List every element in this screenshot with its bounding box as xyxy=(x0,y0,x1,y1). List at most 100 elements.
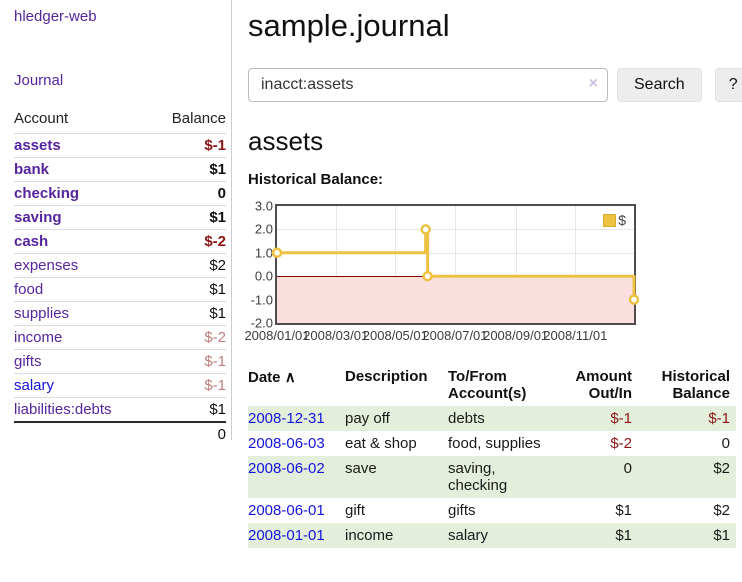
account-link[interactable]: gifts xyxy=(14,353,42,370)
account-link[interactable]: assets xyxy=(14,137,61,154)
transaction-date-link[interactable]: 2008-01-01 xyxy=(248,527,325,544)
v-gridline xyxy=(395,206,397,323)
app-title-link[interactable]: hledger-web xyxy=(14,8,97,25)
x-tick-label: 2008/03/01 xyxy=(303,328,369,343)
account-link[interactable]: checking xyxy=(14,185,80,202)
register-accounts-cell: saving, checking xyxy=(448,460,508,494)
transaction-date-link[interactable]: 2008-06-01 xyxy=(248,502,325,519)
account-row: bank $1 xyxy=(14,157,226,182)
account-balance: $-2 xyxy=(150,229,226,254)
register-balance-cell: $-1 xyxy=(708,410,730,427)
account-link[interactable]: supplies xyxy=(14,305,70,322)
register-balance-cell: 0 xyxy=(721,435,730,452)
account-row: assets $-1 xyxy=(14,134,226,158)
x-tick-label: 2008/09/01 xyxy=(483,328,549,343)
account-name-cell: bank xyxy=(14,157,151,182)
register-balance-cell: $1 xyxy=(713,527,730,544)
account-name-cell: supplies xyxy=(14,301,151,326)
register-header-description: Description xyxy=(345,368,428,385)
negative-region xyxy=(277,276,634,323)
account-link[interactable]: expenses xyxy=(14,257,79,274)
register-balance-cell: $2 xyxy=(713,460,730,477)
register-header-balance: Historical Balance xyxy=(661,368,730,402)
transaction-date-link[interactable]: 2008-06-02 xyxy=(248,460,325,477)
account-link[interactable]: saving xyxy=(14,209,62,226)
chart-legend: $ xyxy=(602,212,627,228)
account-row: checking 0 xyxy=(14,181,226,206)
account-balance: $1 xyxy=(150,205,226,230)
account-name-cell: food xyxy=(14,277,151,302)
account-link[interactable]: bank xyxy=(14,161,50,178)
register-header-date[interactable]: Date ∧ xyxy=(248,369,296,386)
sort-ascending-icon: ∧ xyxy=(284,369,296,386)
y-tick-label: 2.0 xyxy=(254,221,273,237)
account-link[interactable]: income xyxy=(14,329,63,346)
accounts-header-balance: Balance xyxy=(150,108,226,134)
sidebar-item-journal[interactable]: Journal xyxy=(14,72,64,89)
account-balance: $-2 xyxy=(150,325,226,350)
account-balance: $-1 xyxy=(204,137,226,154)
register-description-cell: save xyxy=(345,460,377,477)
account-name-cell: checking xyxy=(14,181,151,206)
y-tick-label: 0.0 xyxy=(254,268,273,284)
register-table: Date ∧ Description To/From Account(s) Am… xyxy=(248,366,736,548)
account-balance: $-1 xyxy=(150,349,226,374)
account-link[interactable]: liabilities:debts xyxy=(14,401,112,418)
register-amount-cell: 0 xyxy=(623,460,632,477)
register-header-amount: Amount Out/In xyxy=(575,368,632,402)
account-row: saving $1 xyxy=(14,205,226,230)
accounts-total-value: 0 xyxy=(14,421,226,446)
search-form: × Search ? xyxy=(248,68,742,102)
register-amount-cell: $-2 xyxy=(610,435,632,452)
account-link[interactable]: cash xyxy=(14,233,49,250)
transaction-date-link[interactable]: 2008-12-31 xyxy=(248,410,325,427)
account-name-cell: gifts xyxy=(14,349,151,374)
account-link[interactable]: food xyxy=(14,281,44,298)
account-row: liabilities:debts $1 xyxy=(14,397,226,422)
register-accounts-cell: food, supplies xyxy=(448,435,541,452)
transaction-date-link[interactable]: 2008-06-03 xyxy=(248,435,325,452)
historical-balance-chart: 3.0 2.0 1.0 0.0 -1.0 -2.0 $ 2008/01/01 2008/03… xyxy=(244,198,728,346)
account-name-cell: cash xyxy=(14,229,151,254)
v-gridline xyxy=(515,206,517,323)
register-description-cell: eat & shop xyxy=(345,435,417,452)
y-tick-label: -1.0 xyxy=(250,292,273,308)
register-header-row: Date ∧ Description To/From Account(s) Am… xyxy=(248,366,736,406)
h-gridline xyxy=(277,229,634,231)
help-button[interactable]: ? xyxy=(714,68,742,102)
register-accounts-cell: debts xyxy=(448,410,485,427)
account-row: supplies $1 xyxy=(14,301,226,326)
account-balance: $1 xyxy=(150,301,226,326)
y-tick-label: 3.0 xyxy=(254,198,273,214)
account-name-cell: salary xyxy=(14,373,151,398)
v-gridline xyxy=(335,206,337,323)
account-link[interactable]: salary xyxy=(14,377,55,394)
accounts-total-row: 0 xyxy=(14,421,226,446)
register-date-cell: 2008-06-02 xyxy=(248,456,345,498)
clear-search-icon[interactable]: × xyxy=(588,75,598,92)
register-date-cell: 2008-06-01 xyxy=(248,498,345,523)
register-header-accounts: To/From Account(s) xyxy=(448,368,527,402)
register-accounts-cell: gifts xyxy=(448,502,476,519)
register-row: 2008-06-03 eat & shop food, supplies $-2… xyxy=(248,431,736,456)
account-balance: $1 xyxy=(150,397,226,422)
search-input[interactable] xyxy=(248,68,608,102)
account-name-cell: liabilities:debts xyxy=(14,397,151,422)
account-row: expenses $2 xyxy=(14,253,226,278)
register-row: 2008-06-02 save saving, checking 0 $2 xyxy=(248,456,736,498)
register-date-cell: 2008-06-03 xyxy=(248,431,345,456)
account-row: gifts $-1 xyxy=(14,349,226,374)
account-row: food $1 xyxy=(14,277,226,302)
register-amount-cell: $-1 xyxy=(610,410,632,427)
account-row: cash $-2 xyxy=(14,229,226,254)
y-tick-label: -2.0 xyxy=(250,315,273,331)
y-tick-label: 1.0 xyxy=(254,245,273,261)
account-name-cell: expenses xyxy=(14,253,151,278)
sidebar: hledger-web Journal Account Balance asse… xyxy=(0,0,232,446)
accounts-table: Account Balance assets $-1 bank $1 check… xyxy=(14,108,226,446)
x-tick-label: 2008/07/01 xyxy=(422,328,488,343)
register-amount-cell: $1 xyxy=(615,527,632,544)
register-description-cell: gift xyxy=(345,502,366,519)
search-button[interactable]: Search xyxy=(617,68,702,102)
register-accounts-cell: salary xyxy=(448,527,489,544)
